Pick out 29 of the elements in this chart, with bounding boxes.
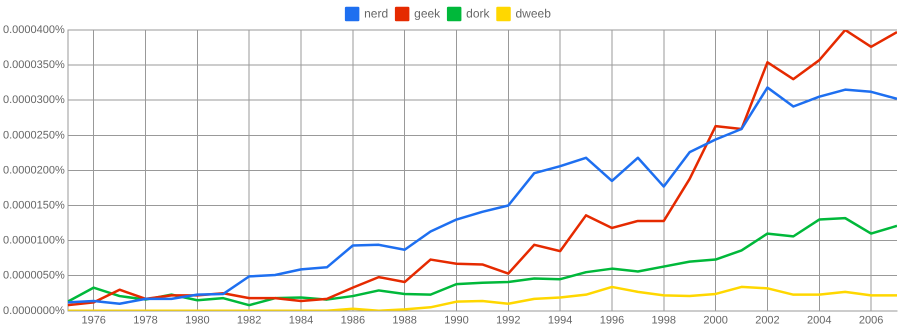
x-tick-label: 1994 [548, 314, 572, 326]
y-tick-label: 0.0000400% [2, 24, 65, 36]
x-tick-label: 2000 [703, 314, 728, 326]
x-tick-label: 2004 [807, 314, 832, 326]
x-tick-label: 1980 [185, 314, 210, 326]
x-tick-label: 1998 [652, 314, 676, 326]
x-tick-label: 1996 [600, 314, 624, 326]
x-tick-label: 1976 [81, 314, 106, 326]
x-tick-label: 1992 [496, 314, 521, 326]
y-tick-label: 0.0000200% [2, 164, 65, 176]
legend-label: nerd [364, 6, 388, 20]
x-tick-label: 2006 [858, 314, 884, 326]
y-tick-label: 0.0000050% [2, 270, 65, 282]
x-tick-label: 1990 [444, 314, 469, 326]
legend-label: dork [466, 6, 491, 20]
y-tick-label: 0.0000300% [2, 94, 65, 106]
x-tick-label: 1978 [133, 314, 158, 326]
y-tick-label: 0.0000100% [2, 234, 65, 247]
x-tick-label: 1982 [236, 314, 262, 326]
legend-label: geek [414, 6, 442, 20]
y-tick-label: 0.0000350% [2, 59, 65, 72]
x-tick-label: 2002 [755, 314, 780, 326]
x-tick-label: 1984 [288, 314, 314, 326]
y-tick-label: 0.0000000% [2, 304, 65, 317]
legend-label: dweeb [516, 6, 552, 20]
x-tick-label: 1988 [392, 314, 417, 326]
y-tick-label: 0.0000250% [2, 129, 65, 142]
x-tick-label: 1986 [340, 314, 366, 326]
y-tick-label: 0.0000150% [2, 200, 65, 212]
